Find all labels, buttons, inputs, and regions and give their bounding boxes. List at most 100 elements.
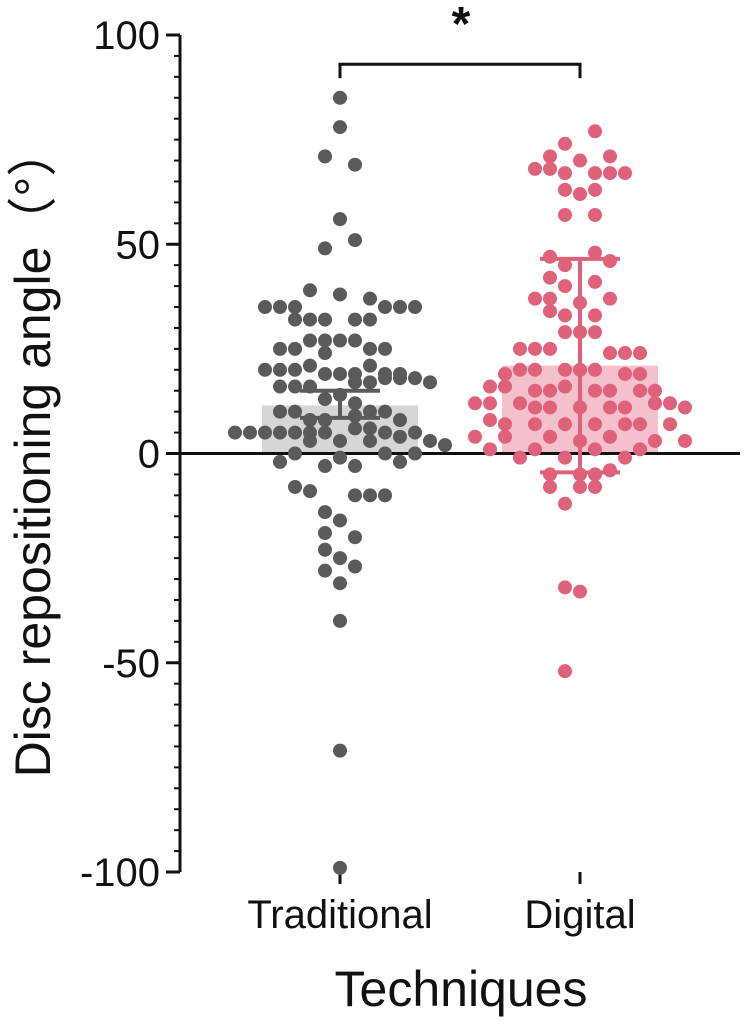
data-point-traditional [303, 283, 317, 298]
data-point-digital [483, 413, 497, 428]
data-point-traditional [378, 446, 392, 461]
data-point-traditional [273, 425, 287, 440]
data-point-digital [528, 362, 542, 377]
data-point-traditional [423, 433, 437, 448]
data-point-digital [588, 308, 602, 323]
data-point-traditional [348, 375, 362, 390]
y-tick-label: -100 [80, 851, 160, 895]
y-tick-label: 0 [138, 433, 160, 477]
y-axis-title: Disc repositioning angle（°） [5, 127, 61, 778]
data-point-digital [573, 325, 587, 340]
data-point-digital [588, 479, 602, 494]
data-point-digital [573, 187, 587, 202]
data-point-traditional [333, 450, 347, 465]
data-point-digital [513, 341, 527, 356]
data-point-digital [543, 149, 557, 164]
data-point-traditional [438, 438, 452, 453]
x-category-label: Digital [524, 893, 635, 937]
data-point-digital [558, 580, 572, 595]
data-point-digital [678, 433, 692, 448]
data-point-digital [558, 325, 572, 340]
data-point-traditional [318, 563, 332, 578]
data-point-digital [573, 153, 587, 168]
data-point-digital [468, 396, 482, 411]
data-point-digital [498, 429, 512, 444]
data-point-traditional [408, 446, 422, 461]
data-point-digital [558, 496, 572, 511]
data-point-traditional [318, 542, 332, 557]
data-point-digital [588, 274, 602, 289]
data-point-digital [618, 166, 632, 181]
data-point-digital [543, 429, 557, 444]
data-point-traditional [378, 404, 392, 419]
data-point-traditional [348, 459, 362, 474]
data-point-digital [633, 366, 647, 381]
data-point-digital [603, 291, 617, 306]
data-point-digital [513, 450, 527, 465]
data-point-traditional [273, 379, 287, 394]
data-point-traditional [333, 212, 347, 227]
data-point-traditional [333, 333, 347, 348]
data-point-digital [648, 396, 662, 411]
data-point-traditional [243, 425, 257, 440]
data-point-digital [588, 182, 602, 197]
data-point-digital [603, 429, 617, 444]
data-point-digital [558, 136, 572, 151]
data-point-traditional [318, 312, 332, 327]
data-point-digital [588, 467, 602, 482]
data-point-traditional [273, 341, 287, 356]
data-point-digital [618, 417, 632, 432]
data-point-traditional [393, 371, 407, 386]
data-point-digital [558, 308, 572, 323]
data-point-traditional [393, 413, 407, 428]
data-point-digital [633, 346, 647, 361]
data-point-traditional [348, 312, 362, 327]
data-point-traditional [333, 387, 347, 402]
x-category-label: Traditional [247, 893, 432, 937]
y-tick-label: 50 [116, 223, 161, 267]
data-point-digital [678, 400, 692, 415]
data-point-traditional [348, 333, 362, 348]
data-point-traditional [363, 341, 377, 356]
data-point-digital [558, 207, 572, 222]
data-point-traditional [318, 346, 332, 361]
data-point-traditional [318, 413, 332, 428]
data-point-traditional [348, 233, 362, 248]
data-point-digital [528, 291, 542, 306]
data-point-traditional [348, 488, 362, 503]
data-point-digital [663, 417, 677, 432]
data-point-digital [603, 166, 617, 181]
data-point-traditional [333, 287, 347, 302]
data-point-digital [588, 383, 602, 398]
data-point-digital [528, 400, 542, 415]
data-point-traditional [288, 446, 302, 461]
data-point-digital [513, 396, 527, 411]
y-tick-label: 100 [93, 14, 160, 58]
data-point-traditional [318, 241, 332, 256]
data-point-digital [528, 161, 542, 176]
data-point-digital [543, 304, 557, 319]
data-point-digital [588, 362, 602, 377]
data-point-traditional [288, 479, 302, 494]
data-point-traditional [348, 530, 362, 545]
data-point-digital [603, 253, 617, 268]
data-point-traditional [333, 860, 347, 875]
data-point-traditional [363, 433, 377, 448]
data-point-traditional [333, 366, 347, 381]
data-point-traditional [348, 157, 362, 172]
data-point-traditional [408, 371, 422, 386]
data-point-traditional [318, 149, 332, 164]
data-point-digital [528, 341, 542, 356]
y-tick-label: -50 [102, 642, 160, 686]
data-point-digital [618, 366, 632, 381]
data-point-digital [558, 379, 572, 394]
data-point-traditional [333, 513, 347, 528]
data-point-digital [588, 245, 602, 260]
data-point-traditional [333, 743, 347, 758]
data-point-traditional [378, 300, 392, 315]
data-point-traditional [348, 396, 362, 411]
data-point-digital [618, 450, 632, 465]
data-point-traditional [303, 312, 317, 327]
data-point-digital [618, 400, 632, 415]
